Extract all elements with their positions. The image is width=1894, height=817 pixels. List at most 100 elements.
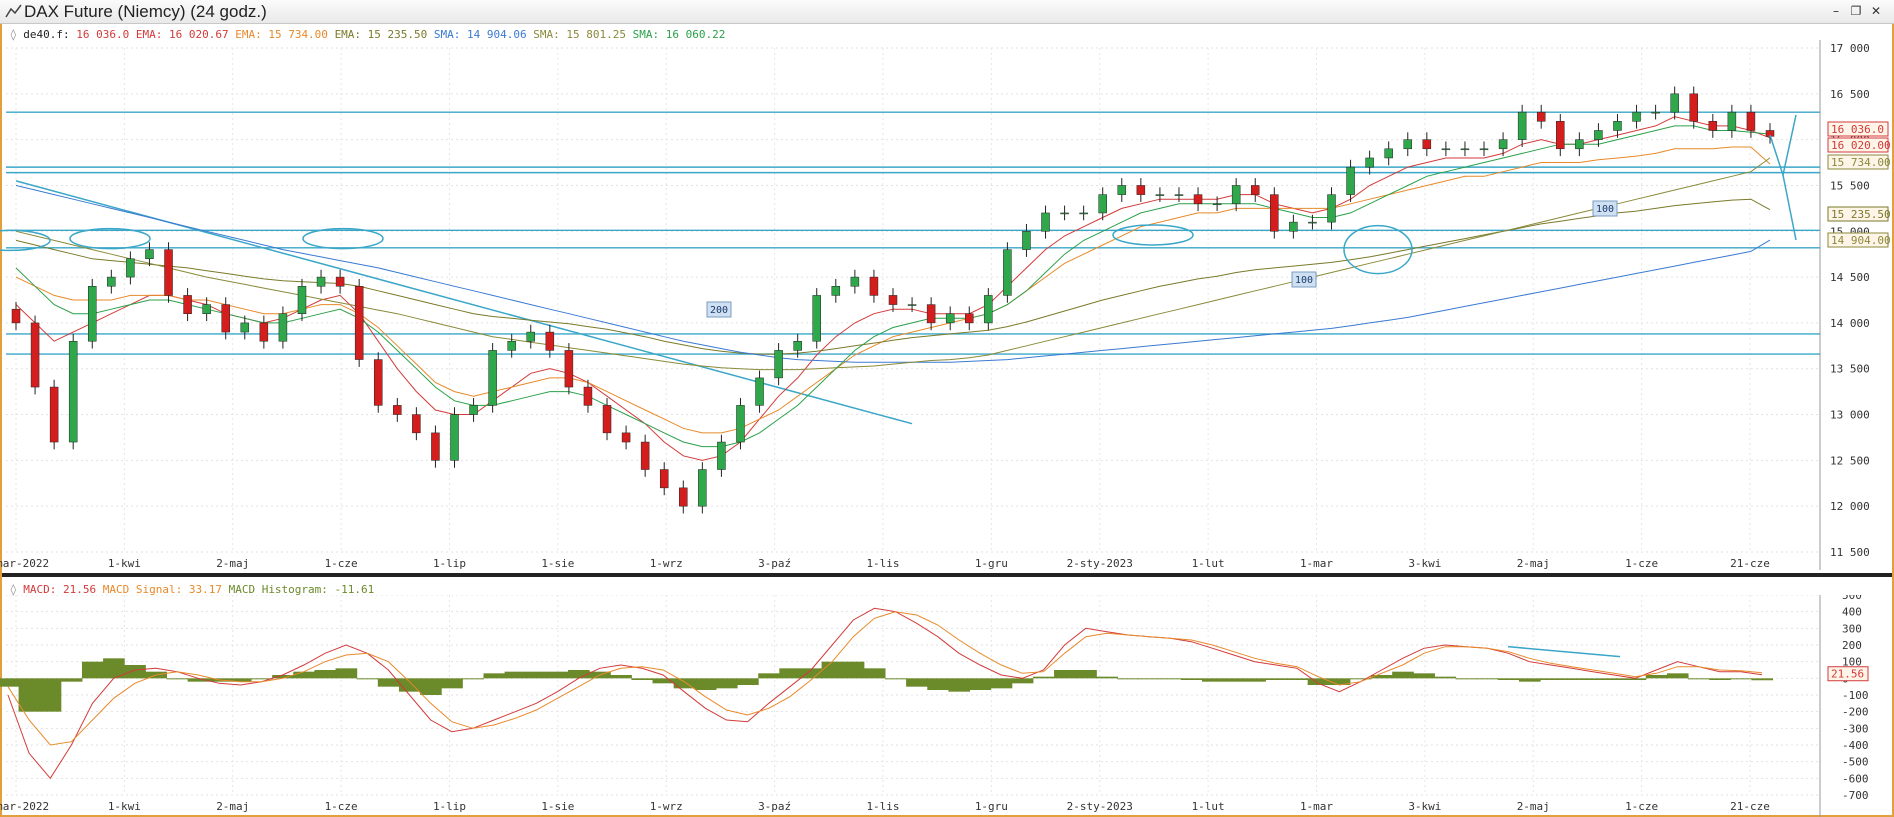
candle-up	[202, 304, 211, 314]
y-tick-label: 300	[1842, 622, 1862, 635]
macd-histogram-bar	[504, 671, 527, 679]
candle-up	[717, 441, 726, 470]
candle-up	[1460, 148, 1470, 151]
x-tick-label: 3-kwi	[1408, 557, 1441, 570]
x-tick-label: 21-cze	[1730, 557, 1770, 570]
minimize-icon[interactable]: –	[1833, 4, 1839, 18]
macd-tag-box	[1827, 666, 1869, 682]
candle-up	[1098, 194, 1107, 214]
macd-line	[7, 611, 1763, 746]
ma-label-100: 100	[1596, 204, 1614, 215]
candle-up	[88, 286, 97, 342]
close-icon[interactable]: ✕	[1870, 4, 1882, 18]
candle-up	[1212, 203, 1222, 206]
macd-tag-value: 21.56	[1831, 668, 1864, 681]
macd-histogram-bar	[927, 678, 949, 690]
candle-down	[259, 322, 269, 342]
candle-up	[1403, 139, 1413, 150]
macd-histogram-bar	[1518, 678, 1541, 682]
x-tick-label: 2-mar-2022	[0, 557, 49, 570]
macd-histogram-bar	[81, 661, 104, 679]
macd-histogram-bar	[377, 678, 400, 687]
y-tick-label: -700	[1842, 789, 1869, 802]
macd-histogram-bar	[779, 668, 801, 679]
candle-up	[1060, 212, 1069, 215]
candle-up	[850, 276, 860, 287]
candle-down	[1270, 194, 1279, 232]
macd-histogram-bar	[1265, 678, 1288, 680]
legend-item-value: 15 801.25	[559, 28, 633, 41]
ma-label-200-box	[706, 301, 732, 318]
candle-down	[412, 414, 421, 434]
candle-down	[1422, 139, 1432, 150]
candle-down	[49, 386, 59, 443]
candle-up	[1289, 221, 1298, 232]
candle-down	[1708, 121, 1718, 131]
macd-histogram-bar	[1201, 678, 1224, 682]
macd-histogram-bar	[1371, 675, 1393, 679]
candle-down	[1746, 111, 1756, 131]
candle-up	[907, 304, 917, 306]
macd-histogram-bar	[1455, 678, 1478, 680]
panel-separator	[2, 573, 1892, 577]
macd-legend-item-value: 33.17	[182, 583, 229, 596]
price-tag-box	[1827, 154, 1889, 170]
x-tick-label: 3-kwi	[1408, 800, 1441, 813]
candle-up	[126, 258, 135, 278]
y-tick-label: 100	[1842, 656, 1862, 669]
x-tick-label: 21-cze	[1730, 800, 1770, 813]
legend-item-label: EMA:	[334, 28, 362, 41]
macd-histogram-bar	[166, 678, 189, 680]
candle-down	[11, 308, 21, 324]
x-tick-label: 1-lis	[866, 557, 899, 570]
macd-histogram-bar	[885, 678, 907, 680]
macd-histogram-bar	[610, 675, 632, 679]
candle-up	[1346, 166, 1355, 195]
y-tick-label: -200	[1842, 706, 1869, 719]
x-tick-label: 1-kwi	[108, 557, 141, 570]
ma-label-100-box	[1592, 200, 1618, 217]
macd-histogram-bar	[1011, 678, 1034, 684]
price-tag-value: 15 235.50	[1831, 208, 1891, 221]
x-tick-label: 1-lut	[1192, 557, 1225, 570]
macd-histogram-bar	[1751, 678, 1774, 681]
candle-up	[1384, 148, 1393, 159]
restore-icon[interactable]: ❐	[1850, 4, 1862, 18]
macd-line	[7, 607, 1763, 780]
candle-up	[1613, 121, 1622, 131]
y-tick-label: 16 500	[1830, 88, 1870, 101]
y-tick-label: 200	[1842, 639, 1862, 652]
macd-histogram-bar	[1075, 670, 1097, 679]
candle-down	[965, 313, 974, 324]
macd-histogram-bar	[1561, 678, 1583, 680]
candle-down	[888, 295, 898, 305]
candle-up	[1231, 185, 1241, 205]
x-tick-label: 1-gru	[975, 557, 1008, 570]
legend-item-label: SMA:	[433, 28, 461, 41]
macd-chart[interactable]: 5004003002001000-100-200-300-400-500-600…	[0, 595, 1894, 817]
macd-legend-item-value: -11.61	[327, 583, 375, 596]
macd-histogram-bar	[1223, 678, 1245, 682]
price-legend: ◊ de40.f: 16 036.0 EMA: 16 020.67 EMA: 1…	[10, 28, 725, 41]
candle-down	[564, 350, 574, 388]
macd-histogram-bar	[1032, 676, 1055, 679]
macd-legend-item-value: 21.56	[56, 583, 103, 596]
macd-histogram-bar	[124, 665, 146, 679]
candle-down	[393, 405, 402, 415]
candle-up	[1003, 249, 1012, 296]
candle-up	[145, 249, 154, 260]
macd-legend: ◊ MACD: 21.56 MACD Signal: 33.17 MACD Hi…	[10, 583, 374, 596]
x-tick-label: 2-maj	[1517, 557, 1550, 570]
y-tick-label: 15 500	[1830, 179, 1870, 192]
macd-histogram-bar	[1138, 678, 1161, 680]
candle-down	[1193, 194, 1203, 205]
macd-histogram-bar	[1645, 675, 1668, 679]
x-tick-label: 1-mar	[1300, 557, 1333, 570]
candle-up	[831, 286, 841, 296]
x-tick-label: 2-mar-2022	[0, 800, 49, 813]
candle-down	[30, 322, 40, 388]
indicator-line-sma	[15, 157, 1771, 371]
candle-up	[1308, 221, 1317, 224]
candle-down	[373, 359, 383, 406]
